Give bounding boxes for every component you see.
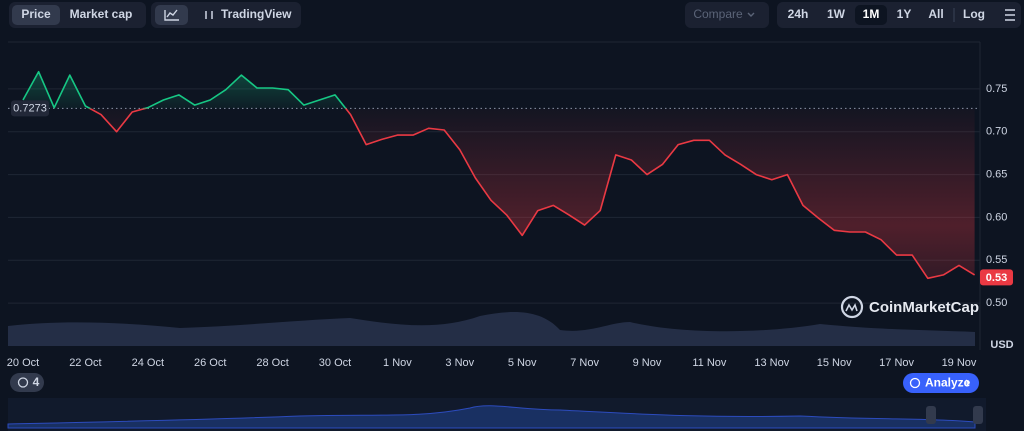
x-tick-label: 24 Oct	[132, 357, 164, 369]
x-tick-label: 19 Nov	[942, 357, 977, 369]
navigator-handle[interactable]	[926, 406, 936, 424]
price-area	[23, 71, 975, 279]
x-tick-label: 30 Oct	[319, 357, 351, 369]
current-price-label: 0.53	[986, 272, 1007, 284]
range[interactable]: 24h	[788, 7, 809, 21]
tab[interactable]: Market cap	[70, 7, 133, 21]
x-tick-label: 15 Nov	[817, 357, 852, 369]
reference-label: 0.7273	[13, 103, 47, 115]
range-group	[777, 2, 1021, 28]
x-tick-label: 9 Nov	[633, 357, 662, 369]
range[interactable]: 1W	[827, 7, 846, 21]
range[interactable]: 1M	[863, 7, 880, 21]
chevron	[747, 12, 755, 17]
watermark-logo	[840, 295, 864, 319]
range[interactable]: 1Y	[897, 7, 912, 21]
x-tick-label: 20 Oct	[7, 357, 39, 369]
reference-label-box	[11, 100, 49, 117]
log-toggle[interactable]: Log	[963, 7, 985, 21]
x-tick-label: 7 Nov	[570, 357, 599, 369]
tool-group	[151, 2, 301, 28]
current-price-box	[980, 269, 1013, 286]
y-tick-label: 0.65	[986, 168, 1007, 180]
line-icon	[164, 9, 179, 21]
candle-icon	[205, 11, 213, 19]
compare-label: Compare	[693, 7, 743, 21]
range[interactable]: All	[928, 7, 943, 21]
tab[interactable]: Price	[21, 7, 51, 21]
x-tick-label: 22 Oct	[69, 357, 101, 369]
settings-icon[interactable]	[1005, 9, 1015, 21]
tool[interactable]: TradingView	[221, 7, 292, 21]
price-line	[22, 70, 976, 280]
x-tick-label: 13 Nov	[754, 357, 789, 369]
compare-button[interactable]	[685, 2, 769, 28]
navigator-area	[7, 405, 976, 429]
navigator-handle[interactable]	[973, 406, 983, 424]
x-tick-label: 1 Nov	[383, 357, 412, 369]
analyze-icon	[909, 377, 921, 389]
x-tick-label: 5 Nov	[508, 357, 537, 369]
analyze-button[interactable]	[903, 373, 979, 393]
x-tick-label: 11 Nov	[692, 357, 727, 369]
x-tick-label: 26 Oct	[194, 357, 226, 369]
y-tick-label: 0.75	[986, 83, 1007, 95]
x-tick-label: 3 Nov	[445, 357, 474, 369]
y-tick-label: 0.70	[986, 126, 1007, 138]
analyze-chevron	[965, 379, 970, 387]
y-tick-label: 0.60	[986, 211, 1007, 223]
watermark-logo-mark	[845, 303, 858, 312]
history-icon	[17, 377, 29, 388]
y-tick-label: 0.55	[986, 254, 1007, 266]
history-count: 4	[33, 375, 40, 389]
line-tool[interactable]	[155, 5, 188, 25]
x-tick-label: 17 Nov	[879, 357, 914, 369]
volume-area	[8, 311, 975, 346]
watermark: CoinMarketCap	[869, 299, 979, 316]
y-unit: USD	[990, 339, 1013, 351]
range-active	[855, 5, 887, 25]
tab-active	[12, 5, 60, 25]
x-tick-label: 28 Oct	[256, 357, 288, 369]
analyze-label: Analyze	[925, 376, 971, 390]
y-tick-label: 0.50	[986, 297, 1007, 309]
